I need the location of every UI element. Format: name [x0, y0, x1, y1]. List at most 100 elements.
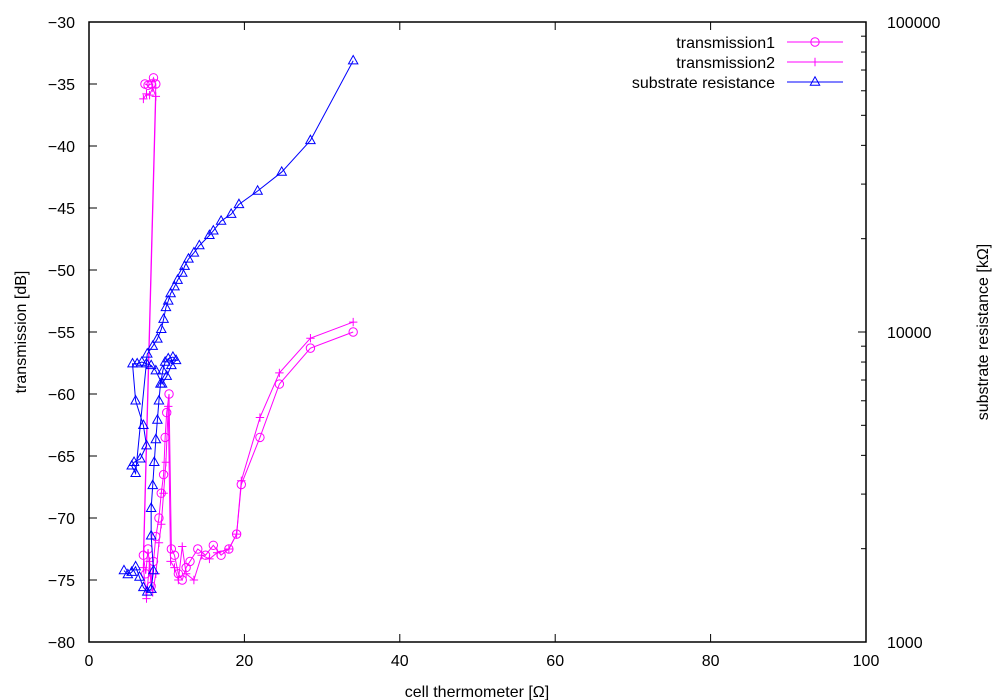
data-point — [155, 323, 167, 334]
data-point — [166, 544, 177, 554]
data-point — [166, 557, 175, 566]
data-point — [148, 456, 160, 466]
plot-border — [88, 21, 867, 643]
data-point — [189, 575, 199, 585]
data-point — [276, 165, 288, 176]
y-tick-label: −40 — [48, 139, 75, 156]
y-tick-label: −45 — [48, 201, 75, 218]
data-point — [136, 355, 148, 366]
y-tick-label: −80 — [48, 635, 75, 652]
y-axis-title: transmission [dB] — [13, 271, 30, 394]
x-tick-label: 100 — [853, 653, 880, 670]
x-axis-title: cell thermometer [Ω] — [405, 684, 549, 700]
data-point — [182, 252, 195, 263]
data-point — [145, 582, 157, 593]
data-point — [232, 529, 241, 539]
data-point — [193, 544, 203, 554]
y-tick-label: −70 — [48, 511, 75, 528]
data-point — [145, 359, 157, 370]
data-point — [306, 334, 315, 343]
x-tick-label: 60 — [546, 653, 564, 670]
data-point — [164, 402, 173, 411]
data-point — [160, 301, 172, 312]
data-point — [145, 90, 154, 100]
data-point — [141, 585, 153, 596]
data-point — [126, 565, 138, 576]
data-point — [304, 134, 316, 145]
legend-label: substrate resistance — [632, 75, 775, 92]
data-point — [174, 575, 183, 585]
data-point — [141, 347, 153, 358]
data-point — [185, 556, 195, 567]
data-point — [151, 92, 161, 101]
data-point — [197, 551, 206, 560]
data-point — [147, 479, 159, 490]
y-tick-label: −35 — [48, 77, 75, 94]
data-point — [161, 458, 171, 467]
data-point — [139, 94, 148, 104]
data-point — [347, 54, 359, 65]
data-point — [255, 413, 265, 422]
data-point — [157, 364, 169, 375]
y-tick-label: −30 — [48, 15, 75, 32]
legend-marker — [810, 37, 820, 47]
data-point — [146, 581, 156, 591]
y2-axis-title: substrate resistance [kΩ] — [975, 244, 992, 420]
data-point — [233, 198, 245, 209]
data-point — [188, 246, 200, 257]
x-tick-label: 80 — [702, 653, 720, 670]
data-point — [274, 379, 285, 389]
data-point — [145, 502, 157, 512]
data-point — [140, 439, 153, 450]
data-point — [137, 581, 149, 592]
data-point — [153, 394, 165, 405]
data-point — [252, 184, 264, 195]
data-point — [224, 544, 234, 554]
legend: transmission1 transmission2 substrate resi… — [632, 35, 843, 92]
data-point — [147, 564, 160, 575]
data-point — [225, 207, 237, 218]
data-point — [154, 538, 164, 547]
data-point — [164, 389, 174, 399]
data-point — [215, 214, 227, 225]
legend-marker — [809, 75, 821, 86]
y-tick-label: −50 — [48, 263, 75, 280]
data-point — [150, 364, 162, 375]
data-point — [156, 377, 168, 388]
data-point — [151, 332, 163, 343]
data-point — [159, 355, 171, 366]
data-point — [348, 327, 358, 337]
data-point — [139, 563, 148, 572]
data-point — [142, 594, 151, 603]
x-tick-label: 0 — [85, 653, 94, 670]
legend-label: transmission1 — [676, 35, 775, 52]
data-point — [181, 569, 191, 578]
data-point — [178, 542, 187, 551]
data-point — [168, 280, 181, 291]
y2-tick-label: 10000 — [887, 325, 932, 342]
data-point — [207, 224, 219, 235]
y2-tick-label: 100000 — [887, 15, 940, 32]
data-point — [275, 368, 284, 378]
series-transmission2 — [139, 83, 358, 603]
data-point — [147, 339, 159, 350]
data-point — [213, 548, 222, 557]
data-point — [130, 467, 142, 478]
data-point — [157, 520, 166, 529]
data-point — [130, 560, 142, 571]
data-point — [148, 73, 159, 83]
plot-frame — [88, 21, 867, 643]
data-point — [170, 563, 179, 572]
data-point — [179, 259, 191, 270]
data-point — [126, 459, 138, 470]
data-point — [162, 407, 172, 418]
data-point — [305, 343, 316, 353]
data-point — [193, 239, 205, 250]
data-point — [170, 354, 182, 365]
data-point — [134, 452, 146, 463]
data-point — [162, 294, 174, 305]
data-point — [159, 489, 168, 498]
data-point — [205, 554, 214, 564]
data-point — [172, 273, 184, 284]
